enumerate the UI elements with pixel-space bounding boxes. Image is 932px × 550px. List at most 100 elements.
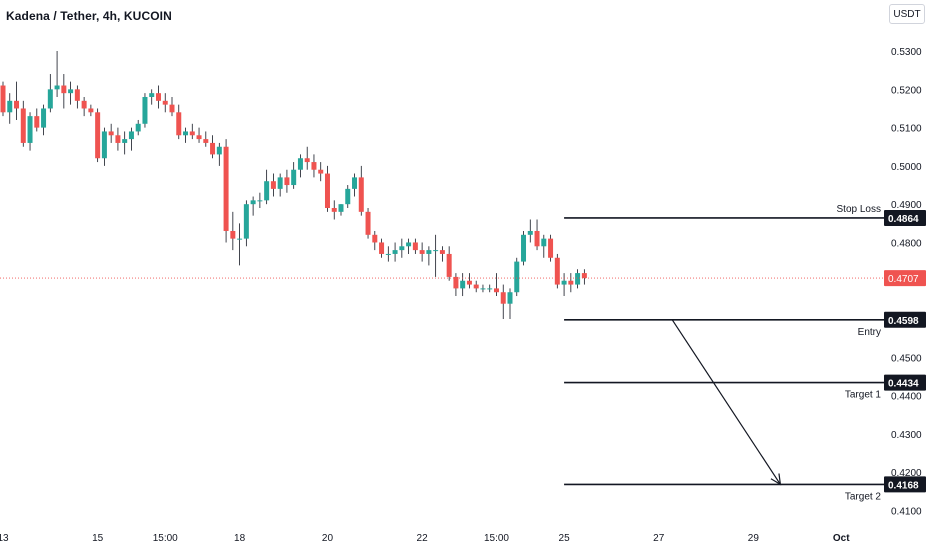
- candle: [554, 253, 560, 289]
- candle: [487, 284, 493, 293]
- candle: [453, 273, 459, 297]
- candle-body: [500, 292, 506, 304]
- x-tick-label: 27: [653, 533, 665, 544]
- candles-layer: [0, 51, 587, 320]
- candle-body: [88, 108, 94, 113]
- candle: [412, 238, 418, 254]
- candle-body: [74, 89, 80, 101]
- level-price-tag: [884, 374, 926, 391]
- level-name: Stop Loss: [837, 204, 881, 215]
- candle-body: [128, 131, 134, 140]
- candle: [54, 51, 60, 97]
- candle-body: [433, 250, 439, 252]
- candle-body: [108, 131, 114, 136]
- candle: [419, 242, 425, 262]
- candle: [466, 273, 472, 289]
- candle-body: [568, 280, 574, 285]
- candle-body: [101, 131, 107, 159]
- candle: [561, 273, 567, 297]
- y-tick-label: 0.4100: [891, 506, 922, 517]
- candle: [230, 211, 236, 251]
- current-price-tag: [884, 270, 926, 287]
- candle: [338, 204, 344, 216]
- x-tick-label: 29: [748, 533, 760, 544]
- candle: [169, 96, 175, 117]
- candle: [568, 273, 574, 293]
- candle-body: [453, 276, 459, 289]
- level-name: Entry: [858, 327, 881, 338]
- candle-body: [338, 204, 344, 212]
- candle-body: [210, 142, 216, 155]
- candle: [331, 200, 337, 220]
- candle: [122, 131, 128, 155]
- levels-layer: Stop Loss Entry Target 1 Target 2: [0, 204, 884, 502]
- candle: [128, 127, 134, 151]
- candle: [379, 238, 385, 258]
- candle-body: [54, 85, 60, 90]
- candle: [88, 104, 94, 117]
- candle-body: [284, 177, 290, 186]
- price-axis[interactable]: 0.5300 0.5200 0.5100 0.5000 0.4900 0.4800 0.45…: [884, 47, 926, 517]
- candle: [541, 234, 547, 258]
- candle: [446, 246, 452, 281]
- candle: [514, 257, 520, 297]
- candle: [352, 173, 358, 197]
- candle-body: [250, 200, 256, 205]
- candle-body: [466, 280, 472, 285]
- candle: [392, 242, 398, 262]
- candle-body: [460, 280, 466, 289]
- candle-body: [7, 100, 13, 113]
- candle-body: [541, 238, 547, 247]
- candle-body: [34, 116, 40, 128]
- y-tick-label: 0.5300: [891, 47, 922, 58]
- candle-body: [548, 238, 554, 258]
- candle-body: [270, 181, 276, 189]
- candle-body: [176, 112, 182, 136]
- candle-body: [196, 135, 202, 140]
- candle: [47, 74, 53, 113]
- candle-body: [297, 158, 303, 170]
- candle: [304, 146, 310, 170]
- candle: [534, 219, 540, 251]
- candle-body: [61, 85, 67, 94]
- level-price-tag: [884, 476, 926, 493]
- y-tick-label: 0.4500: [891, 353, 922, 364]
- candle-body: [419, 250, 425, 254]
- candle-body: [311, 162, 317, 170]
- time-axis[interactable]: 13 15 15:00 18 20 22 15:00 25 27 29 Oct: [0, 533, 850, 544]
- candle: [345, 185, 351, 209]
- candle: [162, 93, 168, 113]
- candle-body: [324, 173, 330, 209]
- candle: [0, 81, 6, 117]
- candle: [237, 223, 243, 266]
- candle-body: [27, 116, 33, 143]
- candle: [61, 74, 67, 109]
- candle: [575, 269, 581, 289]
- candle: [210, 135, 216, 159]
- candle-body: [527, 230, 533, 235]
- candle: [264, 169, 270, 205]
- candle: [27, 112, 33, 151]
- candle-body: [68, 89, 74, 94]
- candle-body: [514, 261, 520, 293]
- currency-button[interactable]: USDT: [889, 4, 925, 24]
- candle: [521, 230, 527, 266]
- candle-body: [554, 257, 560, 285]
- level-price-tag: [884, 311, 926, 328]
- level-price-label: 0.4168: [888, 480, 919, 491]
- candle: [135, 119, 141, 136]
- candle: [68, 81, 74, 105]
- level-price-label: 0.4434: [888, 379, 919, 390]
- candle-body: [412, 242, 418, 251]
- candle-body: [575, 273, 581, 285]
- x-tick-label: 25: [559, 533, 571, 544]
- candle-body: [0, 85, 6, 113]
- x-tick-label: Oct: [833, 533, 850, 544]
- candle: [189, 123, 195, 140]
- candle: [270, 173, 276, 197]
- candle-body: [291, 169, 297, 186]
- current-price-label: 0.4707: [888, 274, 919, 285]
- candle-body: [372, 234, 378, 243]
- y-tick-label: 0.4200: [891, 468, 922, 479]
